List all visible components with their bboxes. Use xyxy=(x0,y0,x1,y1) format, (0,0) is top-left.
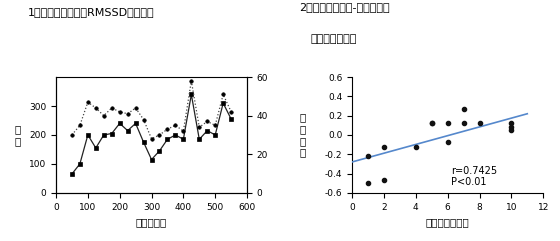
Point xyxy=(475,121,484,125)
Text: 1）心率変化解析（RMSSD）的変化: 1）心率変化解析（RMSSD）的変化 xyxy=(28,7,155,17)
Point xyxy=(443,121,452,125)
Point xyxy=(427,121,436,125)
Point xyxy=(380,178,389,182)
Point xyxy=(459,107,468,111)
Point xyxy=(363,154,372,158)
Point xyxy=(427,121,436,125)
Point xyxy=(443,140,452,144)
Point xyxy=(507,125,516,129)
Text: r=0.7425
P<0.01: r=0.7425 P<0.01 xyxy=(451,166,497,187)
Y-axis label: 相
关
系
数: 相 关 系 数 xyxy=(300,113,306,157)
X-axis label: 饲养时间（年）: 饲养时间（年） xyxy=(426,217,469,227)
X-axis label: 时间（秒）: 时间（秒） xyxy=(136,217,167,227)
Point xyxy=(412,146,421,149)
Y-axis label: 频
率: 频 率 xyxy=(15,124,21,146)
Point xyxy=(380,145,389,148)
Point xyxy=(363,181,372,185)
Point xyxy=(507,121,516,125)
Text: 解析的相关系数: 解析的相关系数 xyxy=(311,34,357,44)
Point xyxy=(507,128,516,132)
Point xyxy=(459,121,468,125)
Text: 2）饲养时间与人-犬心率変化: 2）饲养时间与人-犬心率変化 xyxy=(300,2,390,12)
